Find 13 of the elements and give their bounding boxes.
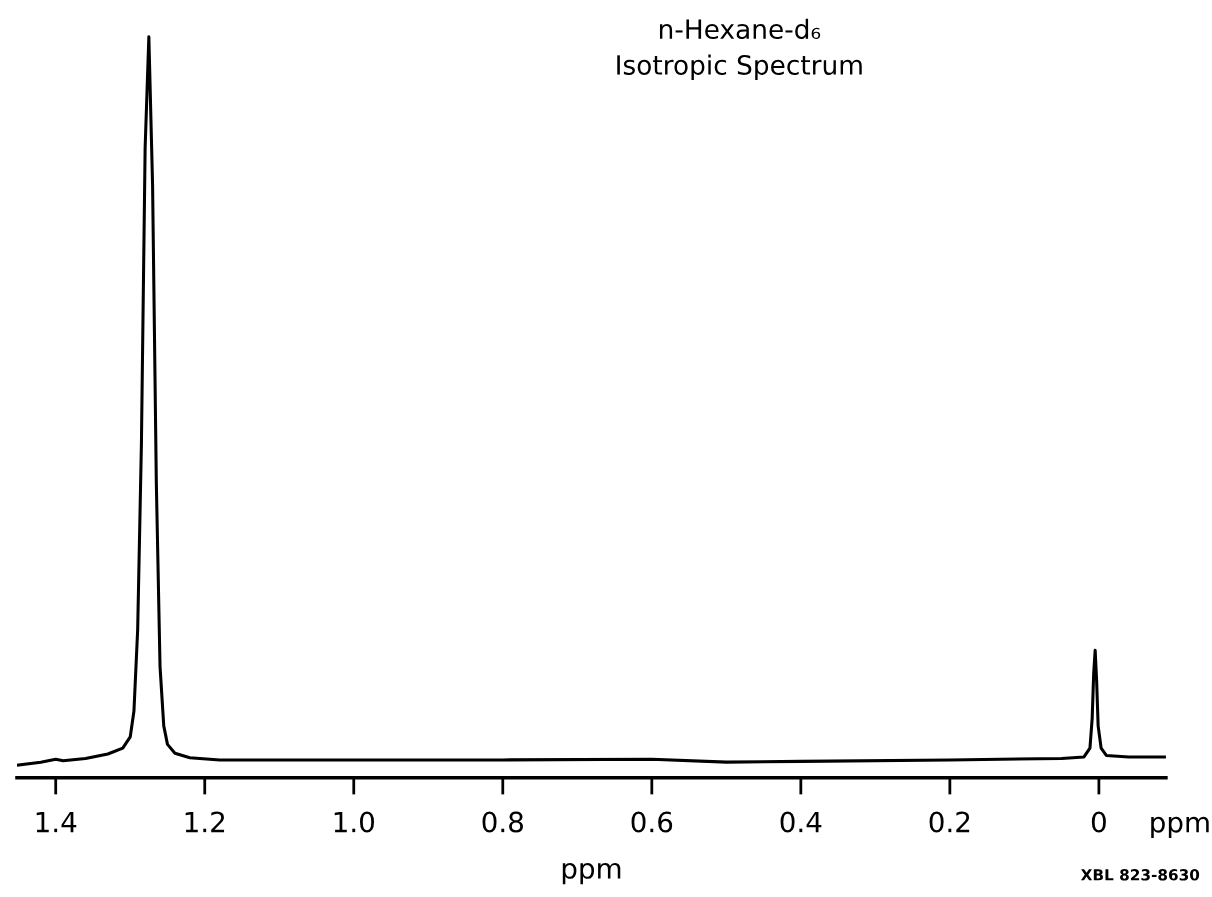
- x-tick-label: 0.8: [482, 811, 523, 833]
- x-tick-label: 1.0: [334, 811, 375, 833]
- x-tick-label: 0.6: [631, 811, 673, 833]
- x-axis-title: ppm: [562, 862, 621, 885]
- x-tick-label: 0.4: [780, 811, 822, 833]
- x-tick-label: 0.2: [929, 811, 970, 833]
- text: ppm: [1151, 816, 1209, 839]
- text: Isotropic Spectrum: [617, 54, 862, 81]
- text: XBL 823-8630: [1080, 869, 1200, 881]
- x-tick-label: 1.4: [36, 811, 77, 833]
- chart-title: n-Hexane-d₆: [659, 18, 821, 40]
- x-tick-label: 0: [1091, 811, 1106, 833]
- x-tick-label: 1.2: [185, 811, 225, 833]
